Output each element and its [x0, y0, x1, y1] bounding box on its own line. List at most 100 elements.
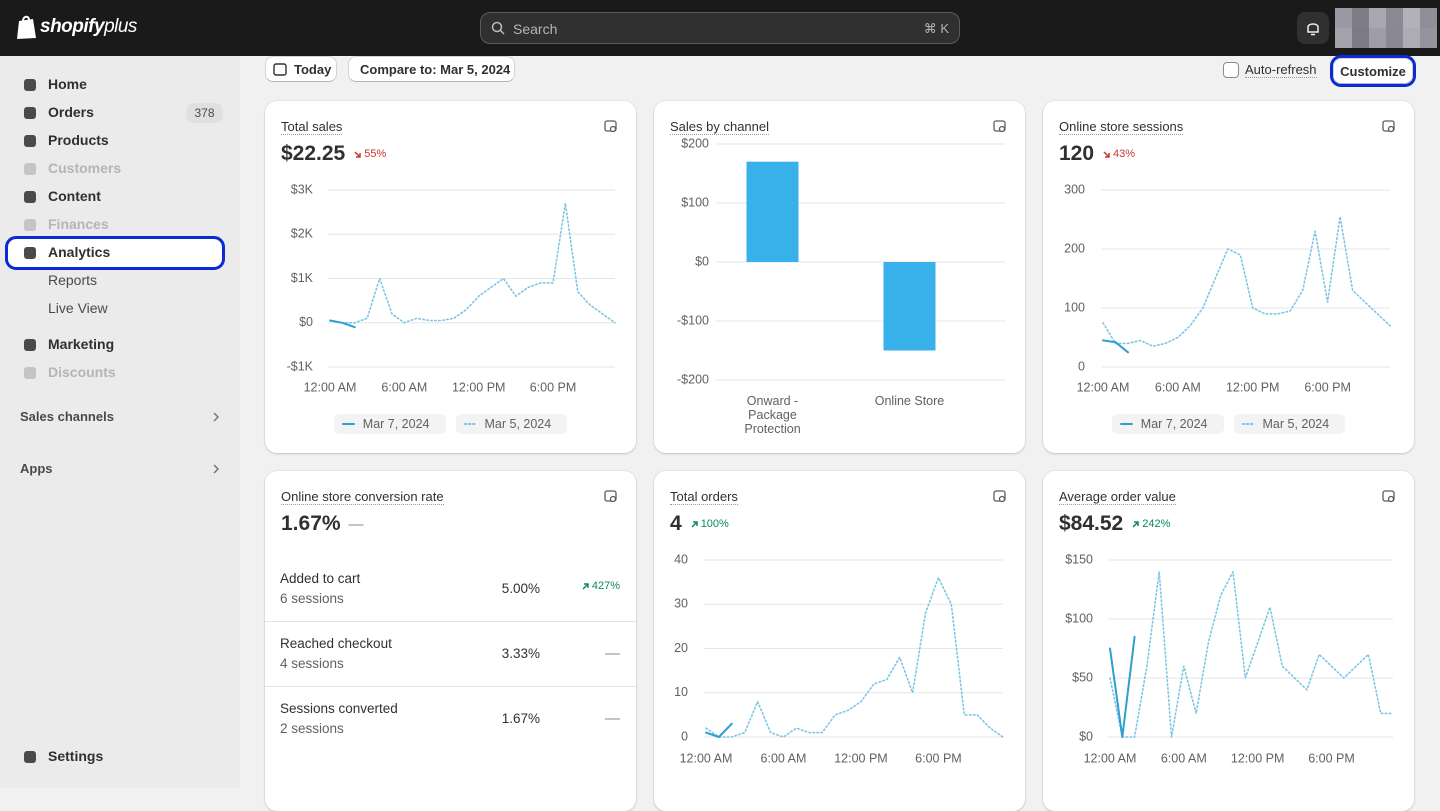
section-label[interactable]: Apps [20, 461, 53, 476]
nav-icon [24, 163, 36, 175]
notifications-button[interactable] [1297, 12, 1329, 44]
search-box[interactable]: Search ⌘ K [480, 12, 960, 44]
card-title: Online store conversion rate [281, 489, 444, 505]
section-label[interactable]: Sales channels [20, 409, 114, 424]
nav-label: Finances [48, 216, 109, 232]
card: Average order value $84.52 242% $150 $100 $50… [1043, 471, 1414, 811]
explore-icon[interactable] [604, 120, 618, 134]
change-text: 427% [591, 580, 620, 592]
customize-button[interactable]: Customize [1330, 55, 1416, 87]
chart: 40 30 20 10 0 12:00 AM 6:00 AM 12:00 PM 6:00 PM [674, 552, 1004, 765]
trend-arrow [354, 150, 361, 158]
y-tick-label: 100 [1064, 300, 1085, 314]
nav-icon [24, 219, 36, 231]
nav-item[interactable] [5, 236, 225, 270]
explore-icon-lens [998, 125, 1006, 133]
legend-swatch [341, 423, 355, 425]
row-sessions: 6 sessions [280, 591, 344, 606]
explore-icon-lens [609, 495, 617, 503]
chevron-path [213, 464, 220, 474]
avatar-pixel [1386, 28, 1403, 48]
legend-item[interactable]: Mar 7, 2024 [1111, 414, 1224, 434]
explore-icon[interactable] [1382, 120, 1396, 134]
x-tick-label: 6:00 PM [530, 380, 577, 394]
x-tick-label: 6:00 AM [1155, 380, 1201, 394]
nav-item[interactable] [8, 295, 222, 323]
auto-refresh-label: Auto-refresh [1245, 62, 1317, 78]
nav-label: Content [48, 188, 101, 204]
card-title: Total sales [281, 119, 343, 135]
explore-icon-lens [998, 495, 1006, 503]
nav-item[interactable] [8, 267, 222, 295]
explore-icon[interactable] [993, 120, 1007, 134]
avatar-pixel [1352, 28, 1369, 48]
auto-refresh-checkbox[interactable] [1223, 62, 1239, 78]
y-tick-label: $100 [681, 195, 709, 209]
nav-label: Discounts [48, 364, 116, 380]
change-text: 100% [700, 518, 729, 530]
search-icon [491, 21, 505, 35]
nav-icon-shape [24, 751, 36, 763]
card: Total sales $22.25 55% $3K $2K $1K $0 -$1K 12:00… [265, 101, 636, 453]
card-title: Online store sessions [1059, 119, 1184, 135]
nav-item[interactable] [8, 71, 222, 99]
y-tick-label: 40 [674, 552, 688, 566]
y-tick-label: $2K [291, 227, 314, 241]
nav-icon [24, 751, 36, 763]
explore-icon[interactable] [604, 490, 618, 504]
row-sessions: 4 sessions [280, 656, 344, 671]
card: Online store sessions 120 43% 300 200 100 0 12:… [1043, 101, 1414, 453]
date-button[interactable]: Today [265, 56, 337, 82]
explore-icon-shape [604, 490, 617, 502]
nav-label[interactable]: Settings [48, 748, 104, 764]
nav-icon [24, 191, 36, 203]
explore-icon[interactable] [1382, 490, 1396, 504]
trend-arrow-path [582, 582, 589, 590]
legend: Mar 7, 2024 Mar 5, 2024 [265, 414, 636, 434]
trend-arrow [1132, 520, 1139, 528]
nav-item[interactable] [8, 183, 222, 211]
nav-item[interactable] [8, 211, 222, 239]
nav-icon-shape [24, 219, 36, 231]
row-value: 1.67% [501, 711, 540, 726]
nav-label: Analytics [48, 244, 111, 260]
nav-item[interactable] [8, 127, 222, 155]
y-tick-label: 200 [1064, 241, 1085, 255]
legend-item[interactable]: Mar 5, 2024 [455, 414, 568, 434]
topbar: shopifyplus Search ⌘ K [0, 0, 1440, 56]
explore-icon[interactable] [993, 490, 1007, 504]
change: 427% [581, 580, 620, 592]
nav-icon [24, 79, 36, 91]
legend-swatch [1119, 423, 1133, 425]
x-tick-label: 12:00 AM [304, 380, 357, 394]
chevron-path [213, 412, 220, 422]
legend-label: Mar 5, 2024 [1262, 417, 1330, 431]
change: — [605, 645, 620, 662]
explore-icon-lens [609, 125, 617, 133]
logo: shopifyplus [40, 16, 137, 38]
y-tick-label: 0 [681, 729, 688, 743]
change-text: 55% [364, 148, 387, 160]
x-tick-label: Onward - Package Protection [744, 394, 801, 436]
compare-button[interactable]: Compare to: Mar 5, 2024 [348, 56, 515, 82]
trend-arrow-path [691, 520, 698, 528]
x-tick-label: 12:00 PM [1226, 380, 1280, 394]
x-tick-label: 12:00 PM [834, 751, 888, 765]
avatar-pixel [1335, 28, 1352, 48]
explore-icon-shape [993, 120, 1006, 132]
y-tick-label: -$100 [677, 313, 709, 327]
avatar-pixel [1420, 28, 1437, 48]
avatar-pixel [1420, 8, 1437, 28]
account-avatar[interactable] [1335, 8, 1437, 48]
legend-item[interactable]: Mar 5, 2024 [1233, 414, 1346, 434]
explore-icon-shape [604, 120, 617, 132]
row-divider [265, 686, 636, 687]
legend-item[interactable]: Mar 7, 2024 [333, 414, 446, 434]
x-tick-label: 12:00 AM [1084, 751, 1137, 765]
explore-icon-shape [1382, 120, 1395, 132]
nav-item[interactable] [8, 331, 222, 359]
chevron [213, 412, 220, 422]
search-shortcut: ⌘ K [923, 21, 949, 36]
series-line [1109, 635, 1136, 738]
trend-arrow [582, 582, 589, 590]
